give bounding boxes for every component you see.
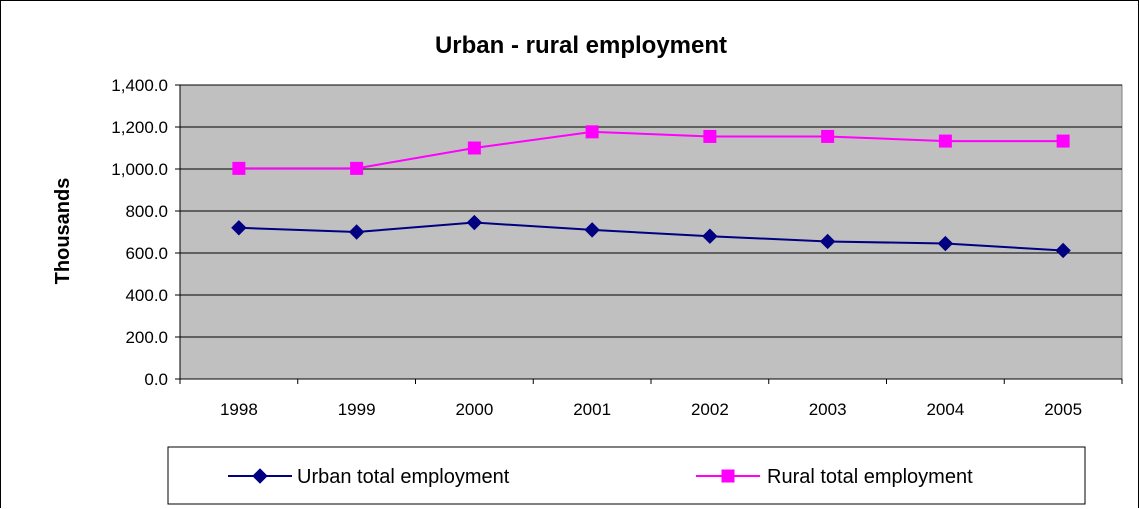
urban-data-point (466, 214, 483, 231)
y-tick-label: 200.0 (125, 328, 168, 347)
urban-data-point (702, 228, 718, 244)
series-layer (231, 125, 1071, 259)
legend-rural-marker (721, 469, 735, 483)
x-tick-label: 2001 (573, 400, 611, 419)
axes: 0.0 200.0 400.0 600.0 800.0 1,000.0 1,200.0 1,4… (111, 76, 1123, 419)
series-urban (231, 214, 1071, 259)
y-tick-label: 1,000.0 (111, 160, 168, 179)
y-tick-label: 600.0 (125, 244, 168, 263)
x-tick-label: 2003 (809, 400, 847, 419)
legend-urban-label: Urban total employment (297, 466, 510, 488)
rural-data-point (938, 134, 952, 148)
urban-data-point (819, 233, 836, 250)
x-tick-label: 1999 (338, 400, 376, 419)
rural-data-point (350, 161, 364, 175)
x-tick-label: 1998 (220, 400, 258, 419)
legend-rural-label: Rural total employment (767, 466, 973, 488)
legend: Urban total employment Rural total employ… (167, 446, 1086, 505)
y-axis-label: Thousands (52, 178, 74, 285)
plot-area (179, 84, 1123, 380)
urban-data-point (937, 235, 954, 252)
x-tick-label: 2005 (1044, 400, 1082, 419)
x-tick-label: 2000 (455, 400, 493, 419)
rural-data-point (585, 125, 599, 139)
rural-data-point (703, 129, 717, 143)
rural-data-point (1056, 134, 1070, 148)
y-tick-label: 800.0 (125, 202, 168, 221)
rural-data-point (467, 141, 481, 155)
chart-title: Urban - rural employment (435, 32, 727, 59)
urban-data-point (231, 220, 247, 236)
y-tick-label: 0.0 (144, 370, 168, 389)
urban-data-point (1055, 242, 1071, 259)
series-rural (232, 125, 1070, 175)
urban-data-point (348, 224, 365, 240)
legend-urban-marker (252, 468, 268, 484)
rural-series-line (238, 130, 1064, 170)
legend-box (167, 446, 1086, 505)
y-tick-label: 1,200.0 (111, 118, 168, 137)
x-tick-label: 2004 (926, 400, 964, 419)
y-tick-label: 400.0 (125, 286, 168, 305)
rural-data-point (232, 161, 246, 175)
rural-data-point (821, 129, 835, 143)
urban-series-line (238, 221, 1064, 252)
x-tick-label: 2002 (691, 400, 729, 419)
y-tick-label: 1,400.0 (111, 76, 168, 95)
urban-data-point (584, 222, 600, 238)
